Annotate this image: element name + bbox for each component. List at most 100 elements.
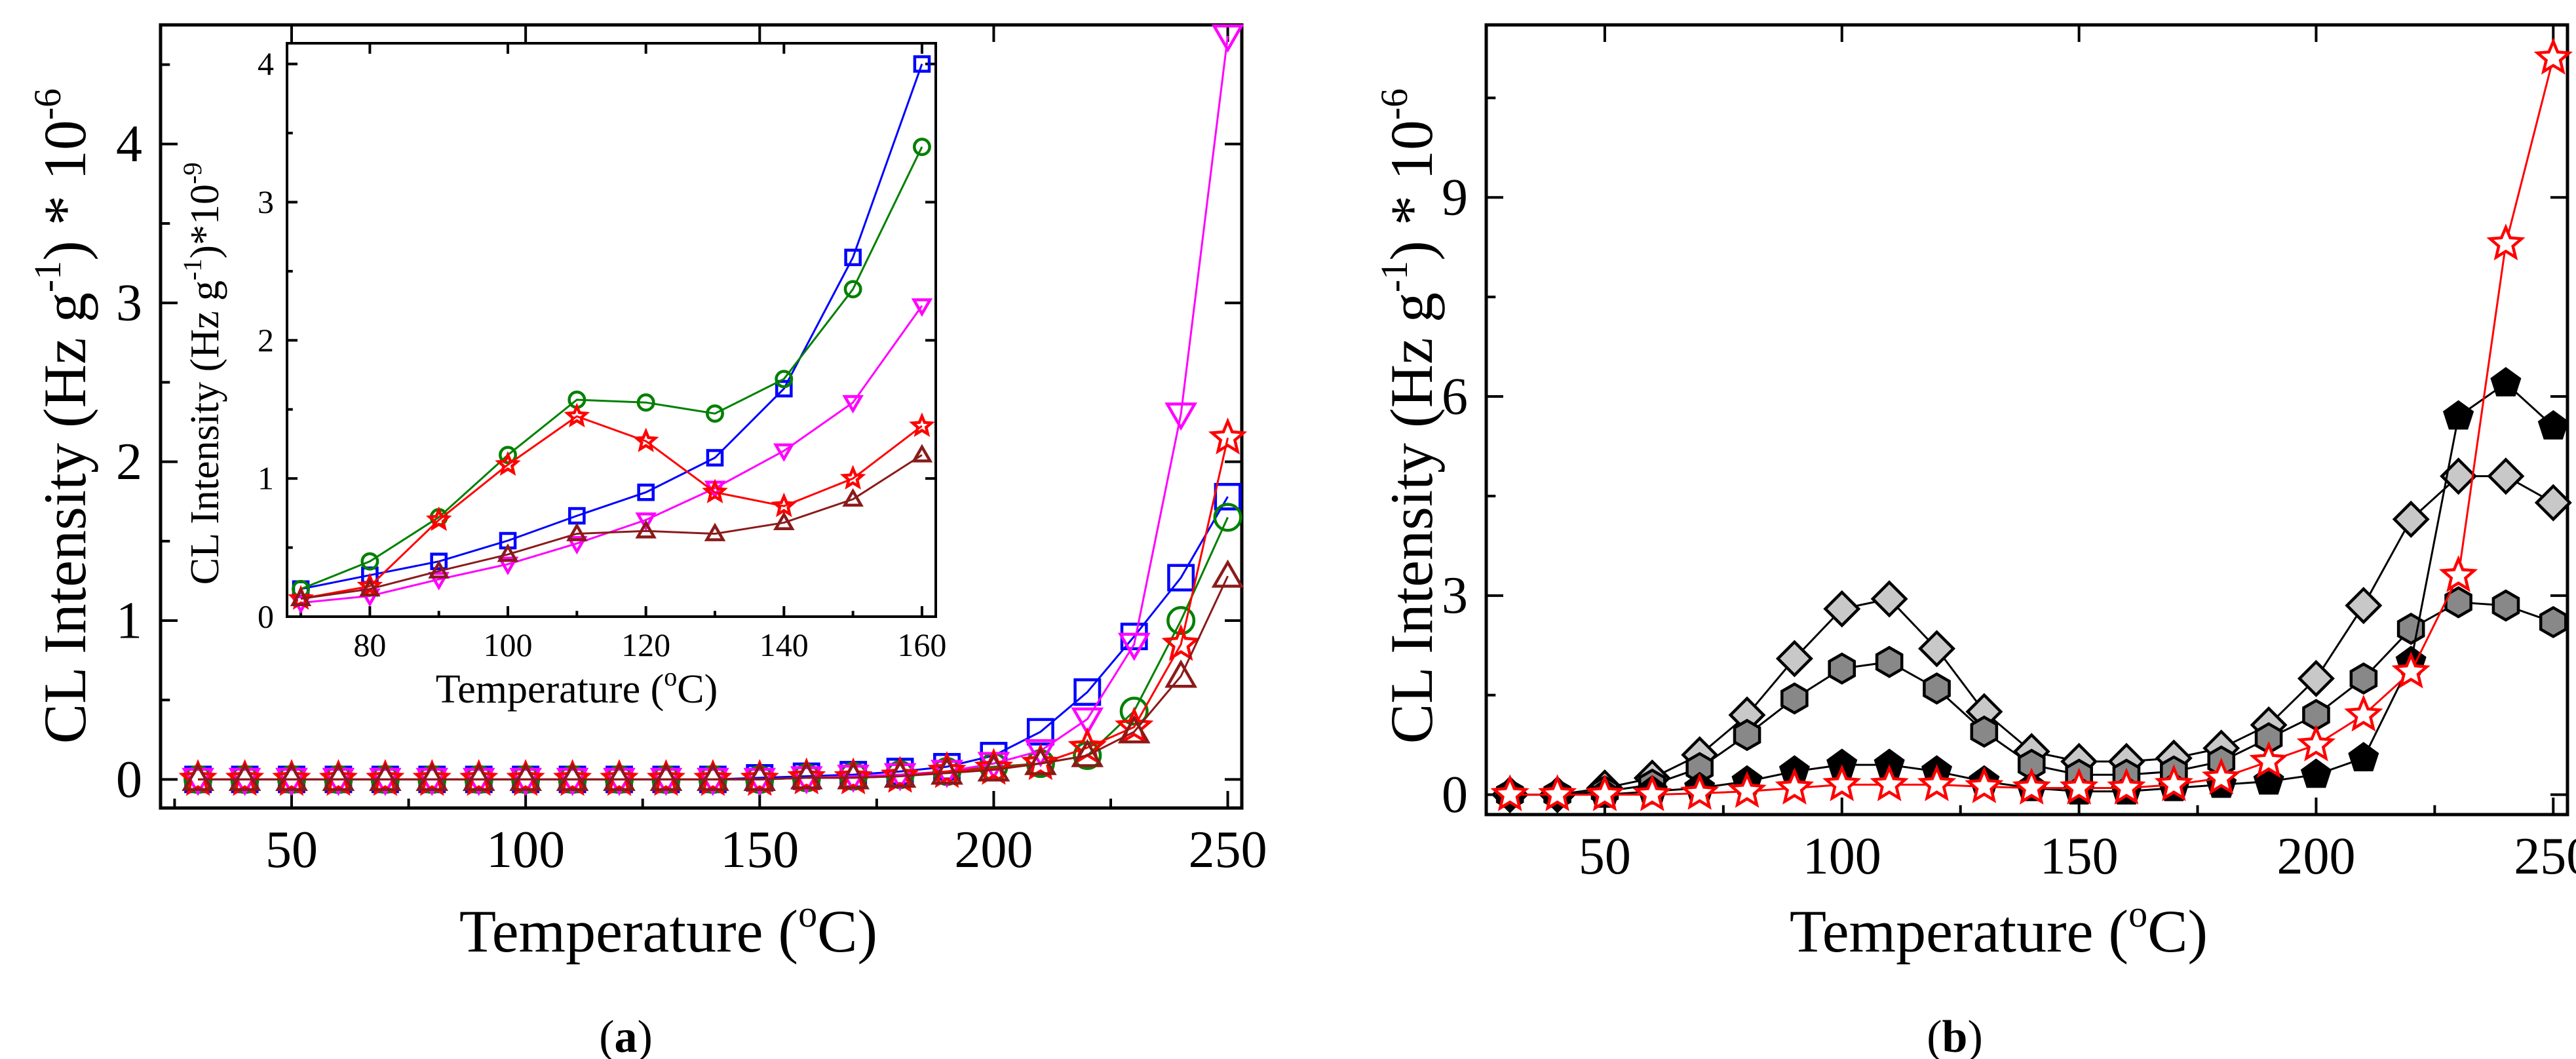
data-point-red-star	[564, 402, 590, 428]
data-point-brown-triangle-up	[368, 762, 402, 792]
data-point-green-circle	[636, 393, 655, 412]
data-point-blue-square	[1073, 678, 1102, 706]
data-point-red-star	[356, 572, 383, 598]
data-point-brown-triangle-up	[428, 560, 450, 579]
data-point-red-star	[1490, 774, 1529, 811]
data-point-magenta-triangle-down	[842, 395, 864, 414]
data-point-red-star	[495, 451, 521, 476]
data-point-red-star	[1537, 774, 1577, 811]
data-point-black-pentagon	[2537, 410, 2569, 440]
data-point-magenta-triangle-down	[1071, 707, 1104, 736]
data-point-brown-triangle-up	[603, 763, 636, 792]
data-point-black-pentagon	[2300, 758, 2332, 788]
data-point-green-circle	[843, 280, 862, 299]
data-point-green-circle	[706, 404, 724, 423]
data-point-brown-triangle-up	[635, 520, 657, 539]
data-point-red-star	[1727, 771, 1767, 808]
data-point-green-circle	[912, 138, 931, 157]
data-point-red-star	[834, 757, 873, 795]
data-point-brown-triangle-up	[1024, 746, 1057, 775]
inset-frame	[286, 42, 937, 618]
data-point-red-star	[1208, 417, 1248, 455]
data-point-red-star	[225, 759, 265, 796]
plot-frame-a	[159, 23, 1244, 810]
inset-xlabel: Temperature (oC)	[436, 662, 718, 712]
inset-axis-ticks: 80 100 120 140 160 0 1 2 3 4	[258, 43, 946, 663]
x-tick-label: 200	[954, 821, 1033, 879]
x-tick-label: 140	[759, 626, 809, 663]
data-point-brown-triangle-up	[566, 522, 588, 541]
data-point-blue-square	[844, 248, 862, 267]
data-point-blue-square	[706, 449, 724, 467]
data-point-brown-triangle-up	[696, 762, 729, 792]
data-point-gray-hexagon	[1970, 715, 1999, 748]
y-tick-label: 2	[116, 433, 142, 491]
data-point-red-star	[2107, 767, 2146, 805]
series-line-brown-triangle-up	[300, 454, 923, 600]
data-point-magenta-triangle-down	[1117, 632, 1151, 661]
data-point-magenta-triangle-down	[428, 571, 450, 590]
panel-b: 50 100 150 200 250 0 3 6 9 CL Intensity (Hz g-1)…	[1373, 23, 2576, 1059]
x-tick-label: 120	[621, 626, 670, 663]
data-point-gray-hexagon	[1923, 672, 1951, 705]
data-point-brown-triangle-up	[1211, 559, 1244, 588]
data-point-red-star	[1585, 774, 1624, 811]
data-point-red-star	[600, 759, 639, 796]
data-point-red-star	[1161, 624, 1201, 661]
data-point-red-star	[2533, 37, 2573, 75]
data-point-brown-triangle-up	[931, 756, 963, 785]
series-line-blue-square	[300, 64, 923, 590]
data-point-brown-triangle-up	[790, 761, 823, 790]
data-point-brown-triangle-up	[649, 762, 683, 792]
data-point-red-star	[880, 756, 920, 793]
data-point-lightgray-diamond	[2534, 484, 2572, 522]
caption-a: (a)	[599, 1012, 653, 1059]
data-point-red-star	[2486, 223, 2526, 261]
data-point-black-pentagon	[2490, 367, 2522, 396]
inset-a: 80 100 120 140 160 0 1 2 3 4 CL Intensity (Hz g-1…	[178, 42, 946, 712]
x-tick-label: 250	[2514, 828, 2576, 885]
y-tick-label: 2	[258, 322, 274, 358]
data-point-gray-hexagon	[1875, 645, 1904, 678]
data-point-red-star	[702, 478, 728, 503]
data-point-red-star	[787, 757, 826, 795]
data-point-blue-square	[913, 55, 931, 73]
y-tick-label: 6	[1442, 368, 1468, 425]
data-point-blue-square	[430, 552, 448, 570]
data-point-green-circle	[1119, 697, 1149, 726]
data-point-red-star	[740, 759, 779, 796]
series-a	[178, 24, 1248, 796]
data-point-black-pentagon	[2442, 400, 2474, 430]
data-point-red-star	[2249, 741, 2288, 779]
data-point-red-star	[632, 427, 659, 452]
data-point-red-star	[178, 759, 218, 796]
data-point-gray-hexagon	[2396, 612, 2425, 645]
data-point-green-circle	[1166, 606, 1196, 636]
data-point-gray-hexagon	[2349, 662, 2378, 695]
data-point-red-star	[459, 759, 499, 796]
data-point-brown-triangle-up	[228, 762, 261, 792]
x-tick-label: 150	[2040, 828, 2119, 885]
data-point-red-star	[2438, 555, 2478, 592]
data-point-red-star	[2296, 724, 2336, 761]
data-point-red-star	[1632, 774, 1672, 811]
data-point-blue-square	[775, 379, 793, 398]
data-point-gray-hexagon	[1780, 682, 1809, 715]
x-tick-label: 160	[897, 626, 946, 663]
x-tick-label: 250	[1189, 821, 1267, 879]
data-point-red-star	[839, 465, 866, 490]
data-point-lightgray-diamond	[1870, 580, 1908, 618]
ylabel-a: CL Intensity (Hz g-1) * 10-6	[26, 88, 98, 744]
data-point-brown-triangle-up	[556, 762, 589, 792]
data-point-blue-square	[1167, 564, 1195, 592]
x-tick-label: 50	[265, 821, 318, 879]
data-point-gray-hexagon	[2491, 589, 2520, 622]
data-point-magenta-triangle-down	[1024, 739, 1057, 768]
data-point-red-star	[2201, 758, 2241, 795]
data-point-lightgray-diamond	[2440, 457, 2478, 495]
series-brown-triangle-up	[290, 444, 933, 606]
data-point-red-star	[693, 759, 733, 796]
y-tick-label: 0	[1442, 766, 1468, 824]
data-point-blue-square	[1214, 482, 1242, 510]
